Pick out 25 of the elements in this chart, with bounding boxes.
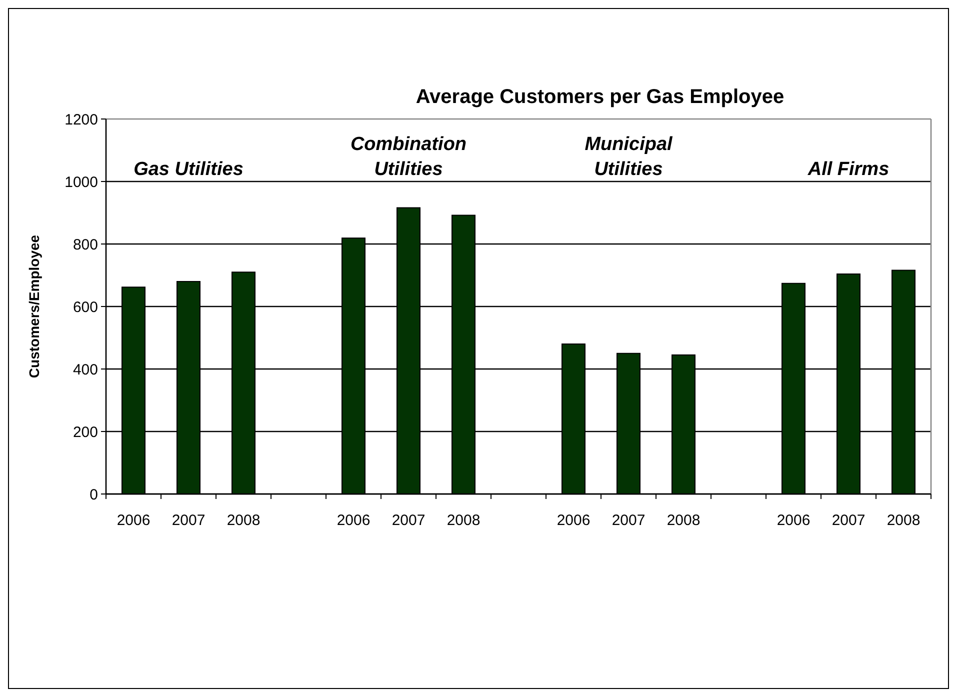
x-tick-label: 2007 — [172, 512, 206, 529]
x-tick-label: 2006 — [336, 512, 370, 529]
y-tick-label: 1200 — [64, 111, 98, 128]
annotation: Combination Utilities — [350, 134, 467, 180]
x-tick-label: 2006 — [776, 512, 810, 529]
x-tick-label: 2007 — [612, 512, 646, 529]
x-tick-label: 2008 — [226, 512, 260, 529]
y-tick-label: 600 — [72, 298, 98, 316]
y-tick-label: 800 — [72, 236, 98, 254]
y-tick-label: 200 — [72, 424, 98, 441]
annotation: Municipal Utilities — [584, 134, 674, 180]
y-axis-title: Customers/Employee — [26, 234, 42, 378]
chart-title: Average Customers per Gas Employee — [416, 86, 784, 108]
annotation: Gas Utilities — [134, 159, 244, 180]
x-tick-label: 2008 — [446, 512, 480, 529]
annotation: All Firms — [806, 159, 890, 180]
x-tick-label: 2008 — [886, 512, 920, 529]
x-tick-label: 2006 — [116, 512, 150, 529]
x-tick-label: 2008 — [666, 512, 700, 529]
y-tick-label: 400 — [72, 361, 98, 378]
x-tick-label: 2007 — [392, 512, 426, 529]
y-tick-label: 1000 — [64, 174, 98, 191]
y-tick-label: 0 — [90, 486, 98, 504]
x-tick-label: 2006 — [556, 512, 590, 529]
x-tick-label: 2007 — [832, 512, 866, 529]
